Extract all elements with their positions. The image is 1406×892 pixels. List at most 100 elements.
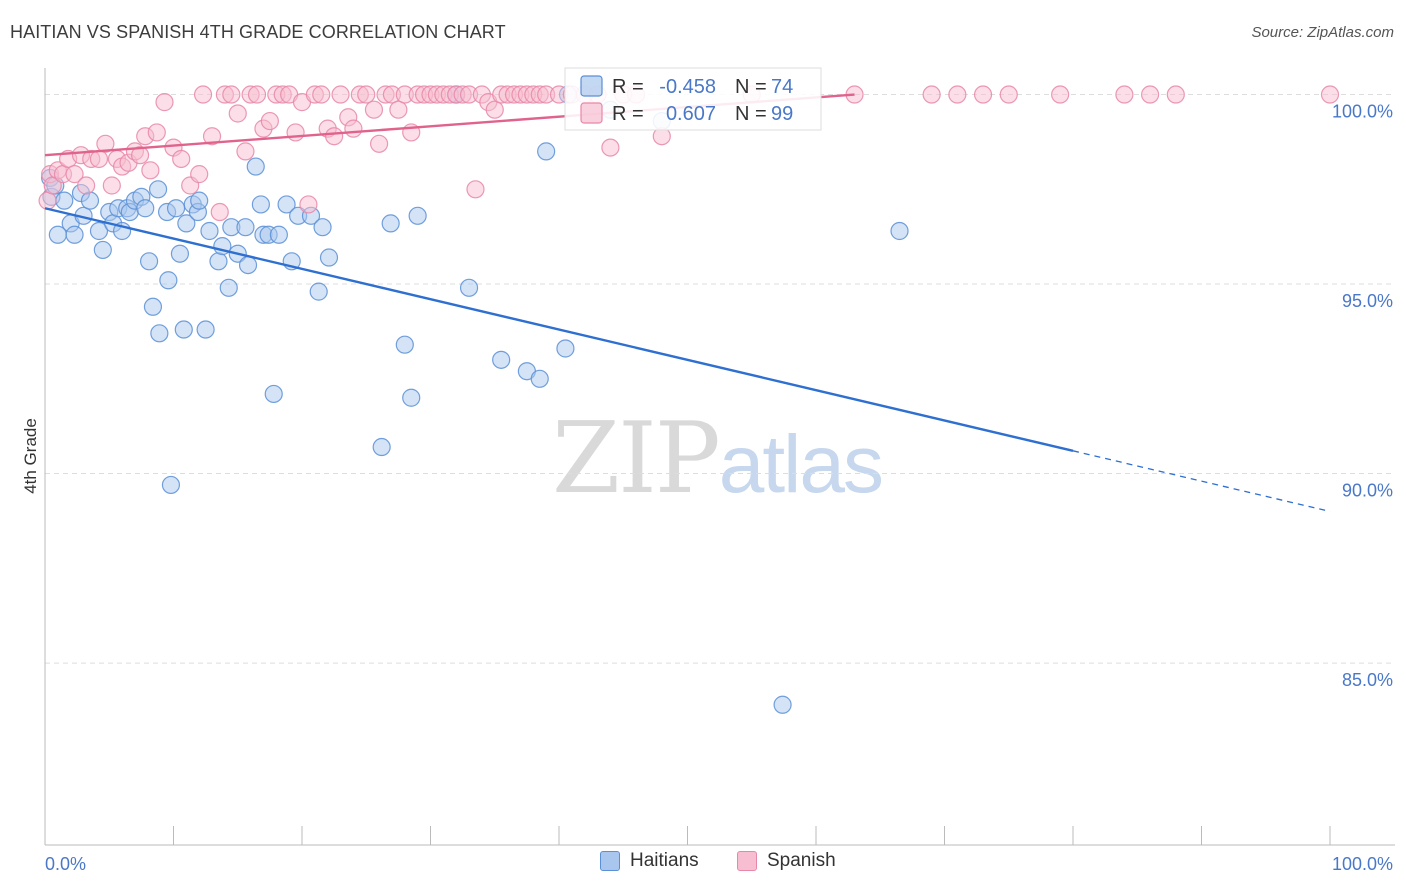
data-point-haitians bbox=[556, 339, 575, 358]
legend-item-haitians[interactable]: Haitians bbox=[600, 850, 699, 872]
data-point-spanish bbox=[210, 202, 229, 222]
stats-swatch-haitians bbox=[580, 75, 603, 97]
stats-n-label-haitians: N = bbox=[735, 76, 767, 98]
stats-r-value-spanish: 0.607 bbox=[666, 103, 716, 125]
legend-label-haitians: Haitians bbox=[630, 850, 699, 871]
data-point-haitians bbox=[402, 388, 421, 407]
legend-item-spanish[interactable]: Spanish bbox=[737, 850, 836, 872]
data-point-spanish bbox=[973, 85, 993, 104]
data-point-spanish bbox=[172, 149, 191, 169]
y-tick-label: 95.0% bbox=[1342, 291, 1393, 311]
data-point-haitians bbox=[309, 282, 328, 301]
data-point-spanish bbox=[155, 93, 174, 112]
trend-lines bbox=[44, 93, 1331, 513]
data-point-spanish bbox=[466, 180, 485, 199]
data-point-haitians bbox=[166, 199, 186, 218]
x-tick-label-end: 100.0% bbox=[1332, 854, 1393, 874]
data-point-haitians bbox=[492, 350, 511, 369]
data-point-haitians bbox=[395, 335, 414, 354]
data-point-haitians bbox=[269, 225, 288, 244]
data-point-spanish bbox=[228, 104, 247, 123]
data-point-spanish bbox=[222, 85, 241, 104]
data-point-haitians bbox=[174, 320, 193, 339]
data-point-haitians bbox=[200, 221, 219, 241]
data-point-haitians bbox=[236, 218, 255, 237]
data-point-spanish bbox=[601, 138, 620, 157]
data-point-haitians bbox=[65, 225, 84, 244]
data-point-spanish bbox=[190, 165, 209, 184]
watermark-zip: ZIP bbox=[552, 402, 721, 516]
data-point-spanish bbox=[1140, 85, 1160, 104]
data-point-spanish bbox=[299, 195, 318, 214]
chart-source: Source: ZipAtlas.com bbox=[1251, 24, 1394, 41]
data-point-haitians bbox=[246, 157, 265, 176]
data-point-haitians bbox=[139, 252, 159, 271]
y-tick-label: 90.0% bbox=[1342, 481, 1393, 501]
chart-title: HAITIAN VS SPANISH 4TH GRADE CORRELATION… bbox=[10, 22, 506, 42]
data-point-spanish bbox=[260, 111, 279, 131]
data-point-haitians bbox=[177, 214, 196, 233]
data-point-spanish bbox=[312, 85, 331, 104]
data-point-haitians bbox=[251, 195, 270, 214]
data-point-spanish bbox=[344, 119, 363, 138]
data-point-spanish bbox=[102, 176, 121, 195]
data-point-haitians bbox=[161, 475, 181, 495]
trend-line-haitians bbox=[44, 207, 1074, 452]
stats-n-value-spanish: 99 bbox=[771, 103, 793, 125]
y-tick-label: 85.0% bbox=[1342, 670, 1393, 690]
stats-legend-box bbox=[564, 67, 822, 131]
data-point-spanish bbox=[1115, 85, 1134, 104]
data-points bbox=[38, 85, 1340, 714]
data-point-haitians bbox=[264, 384, 283, 404]
data-point-haitians bbox=[136, 199, 155, 218]
data-point-haitians bbox=[196, 320, 215, 339]
data-point-haitians bbox=[219, 278, 238, 297]
data-point-spanish bbox=[922, 85, 941, 104]
data-point-spanish bbox=[202, 127, 222, 146]
data-point-haitians bbox=[55, 191, 74, 210]
data-point-spanish bbox=[286, 123, 305, 142]
legend-swatch-spanish bbox=[737, 851, 757, 871]
bottom-legend: Haitians Spanish bbox=[0, 850, 1406, 880]
stats-r-label-haitians: R = bbox=[612, 76, 644, 98]
stats-legend: R = -0.458 N = 74 R = 0.607 N = 99 bbox=[564, 67, 822, 131]
x-tick-label-start: 0.0% bbox=[45, 854, 86, 874]
data-point-spanish bbox=[1051, 85, 1070, 104]
data-point-spanish bbox=[999, 85, 1018, 104]
data-point-spanish bbox=[357, 85, 376, 104]
data-point-spanish bbox=[247, 85, 267, 104]
data-point-spanish bbox=[325, 127, 344, 146]
data-point-haitians bbox=[159, 271, 178, 290]
data-point-spanish bbox=[89, 149, 109, 169]
data-point-spanish bbox=[331, 85, 350, 104]
data-point-haitians bbox=[80, 191, 100, 210]
y-axis-title: 4th Grade bbox=[21, 418, 40, 494]
data-point-spanish bbox=[370, 134, 389, 153]
watermark: ZIPatlas bbox=[552, 402, 884, 516]
data-point-haitians bbox=[408, 206, 427, 225]
data-point-haitians bbox=[89, 221, 109, 241]
data-point-spanish bbox=[141, 161, 160, 180]
data-point-spanish bbox=[364, 100, 384, 119]
watermark-atlas: atlas bbox=[718, 419, 884, 510]
stats-n-label-spanish: N = bbox=[735, 103, 767, 125]
data-point-spanish bbox=[38, 191, 57, 210]
data-point-haitians bbox=[530, 369, 549, 388]
data-point-spanish bbox=[1166, 85, 1185, 104]
data-point-haitians bbox=[319, 248, 339, 267]
data-point-spanish bbox=[389, 100, 408, 119]
data-point-haitians bbox=[372, 437, 391, 457]
data-point-haitians bbox=[190, 191, 209, 210]
data-point-spanish bbox=[485, 100, 504, 119]
data-point-haitians bbox=[381, 214, 400, 233]
stats-swatch-spanish bbox=[580, 102, 603, 124]
data-point-haitians bbox=[170, 244, 190, 263]
data-point-haitians bbox=[459, 278, 479, 297]
legend-label-spanish: Spanish bbox=[767, 850, 836, 871]
data-point-haitians bbox=[93, 240, 112, 260]
data-point-spanish bbox=[96, 134, 115, 153]
data-point-haitians bbox=[148, 180, 168, 199]
data-point-haitians bbox=[150, 324, 169, 343]
axis-labels: 85.0% 90.0% 95.0% 100.0% 0.0% 100.0% 4th Grade bbox=[21, 102, 1393, 874]
